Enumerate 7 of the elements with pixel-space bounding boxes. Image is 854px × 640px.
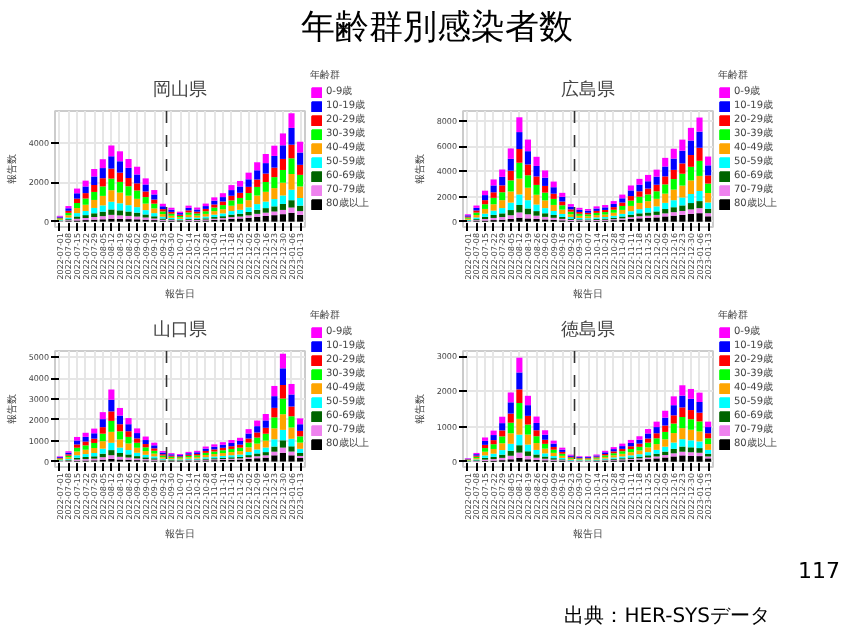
chart-title: 山口県	[153, 319, 207, 341]
text: 年齢群別感染者数	[301, 6, 573, 52]
text: 117	[798, 556, 840, 588]
source-note: 出典：HER-SYSデータ	[564, 604, 770, 632]
chart-title: 徳島県	[561, 319, 615, 341]
chart-title: 広島県	[561, 79, 615, 101]
chart-title: 岡山県	[153, 79, 207, 101]
